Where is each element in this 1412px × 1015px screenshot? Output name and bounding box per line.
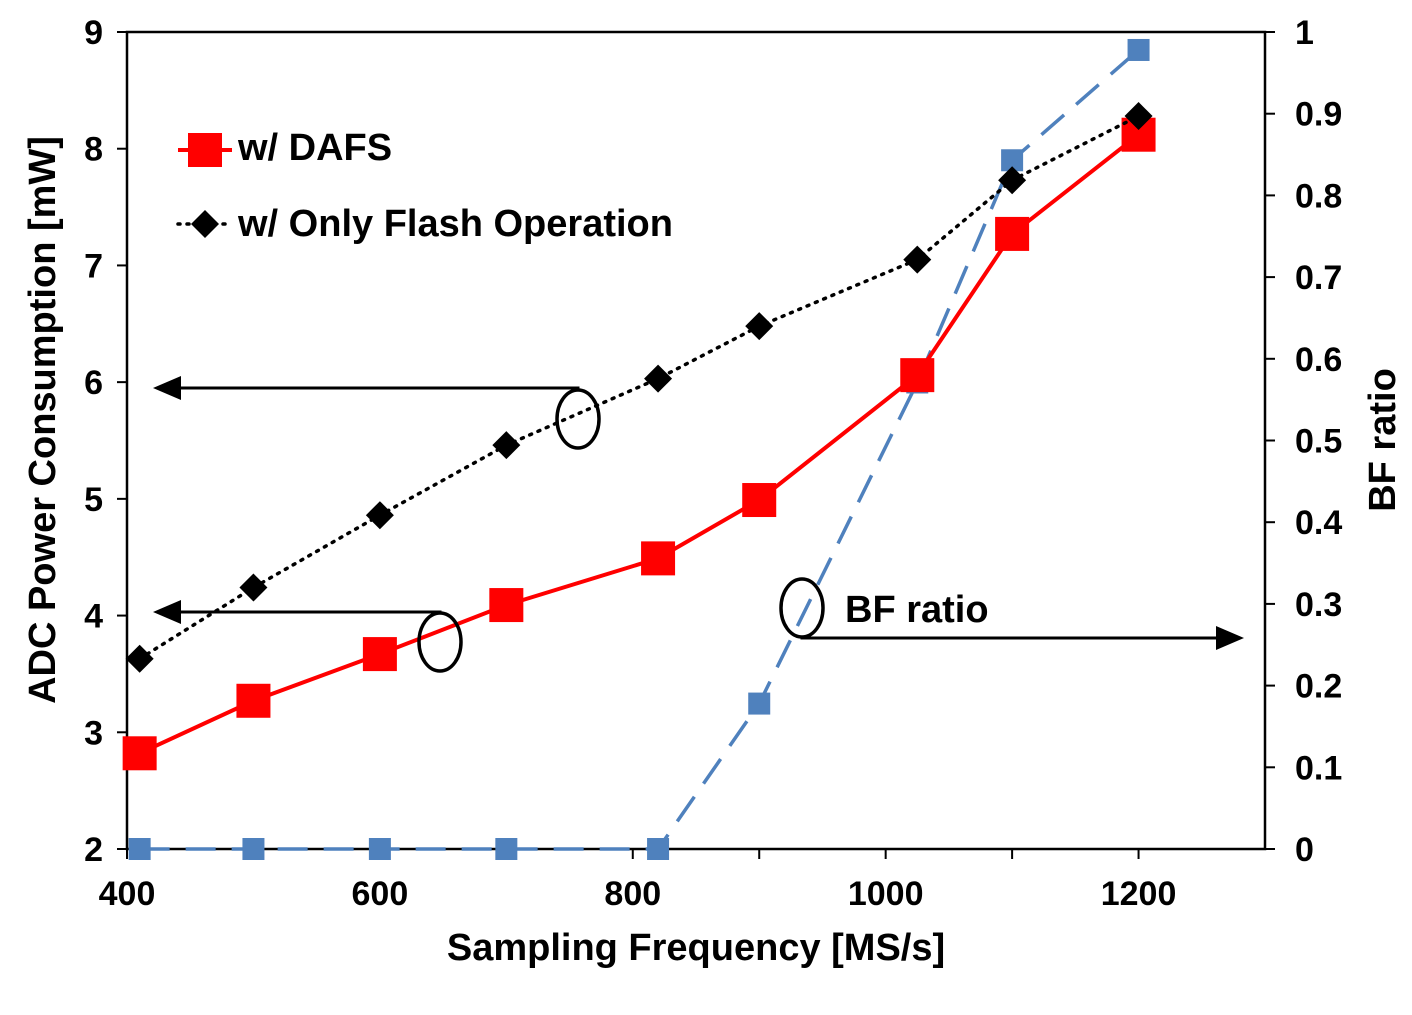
series-point-2 [647,838,670,860]
x-tick-label: 400 [99,875,156,913]
legend-label-flash: w/ Only Flash Operation [237,203,673,245]
series-point-0 [362,637,397,672]
y2-tick-label: 0.7 [1295,259,1342,297]
legend-label-dafs: w/ DAFS [237,127,392,169]
series-point-0 [995,216,1030,251]
series-point-1 [903,245,932,274]
y-tick-label: 5 [84,481,103,519]
series-point-1 [644,364,673,393]
legend-marker-flash [191,210,219,238]
series-point-0 [641,541,676,576]
series-point-2 [1127,38,1150,61]
series-point-1 [239,573,268,602]
y2-tick-label: 0.1 [1295,749,1342,787]
y-axis-title: ADC Power Consumption [mW] [22,136,64,704]
x-axis-title: Sampling Frequency [MS/s] [447,927,945,969]
y2-tick-label: 0.9 [1295,96,1342,134]
y-tick-label: 8 [84,131,103,169]
annotation-label-bf-ratio: BF ratio [845,589,989,631]
annotation-arrowhead [1216,626,1244,650]
series-point-0 [900,358,935,393]
series-point-2 [748,692,771,715]
series-point-0 [236,683,271,718]
series-point-2 [368,838,391,860]
series-point-1 [745,312,774,341]
y2-tick-label: 0 [1295,831,1314,869]
annotation-arrow-line [800,636,1217,640]
series-point-0 [122,736,157,771]
y2-tick-label: 0.4 [1295,504,1342,542]
series-point-1 [492,431,521,460]
y2-tick-label: 0.8 [1295,177,1342,215]
x-tick-label: 1000 [848,875,924,913]
series-line-2 [139,48,1140,851]
x-tick-label: 600 [352,875,409,913]
annotation-arrowhead [153,600,181,624]
x-tick-label: 1200 [1101,875,1177,913]
series-point-0 [489,588,524,623]
annotation-ellipse [417,611,463,673]
series-point-1 [998,166,1027,195]
annotation-arrow-line [180,386,580,390]
y2-tick-label: 0.2 [1295,668,1342,706]
y2-tick-label: 0.5 [1295,423,1342,461]
y2-axis-title: BF ratio [1362,368,1404,512]
y2-tick-label: 0.6 [1295,341,1342,379]
series-line-1 [137,114,1141,661]
series-point-2 [495,838,518,860]
y-tick-label: 3 [84,714,103,752]
annotation-arrowhead [153,376,181,400]
y-tick-label: 2 [84,831,103,869]
series-point-1 [1124,102,1153,131]
y-tick-label: 7 [84,247,103,285]
series-point-2 [1001,149,1024,172]
annotation-ellipse [779,577,825,639]
y2-tick-label: 0.3 [1295,586,1342,624]
y-tick-label: 4 [84,598,103,636]
x-tick-label: 800 [604,875,661,913]
series-point-1 [365,501,394,530]
annotation-arrow-line [180,610,442,614]
series-point-2 [242,838,265,860]
y-tick-label: 6 [84,364,103,402]
y-tick-label: 9 [84,14,103,52]
series-point-0 [742,483,777,518]
series-point-1 [125,644,154,673]
y2-tick-label: 1 [1295,14,1314,52]
series-point-2 [128,838,151,860]
legend-marker-dafs [188,133,222,167]
